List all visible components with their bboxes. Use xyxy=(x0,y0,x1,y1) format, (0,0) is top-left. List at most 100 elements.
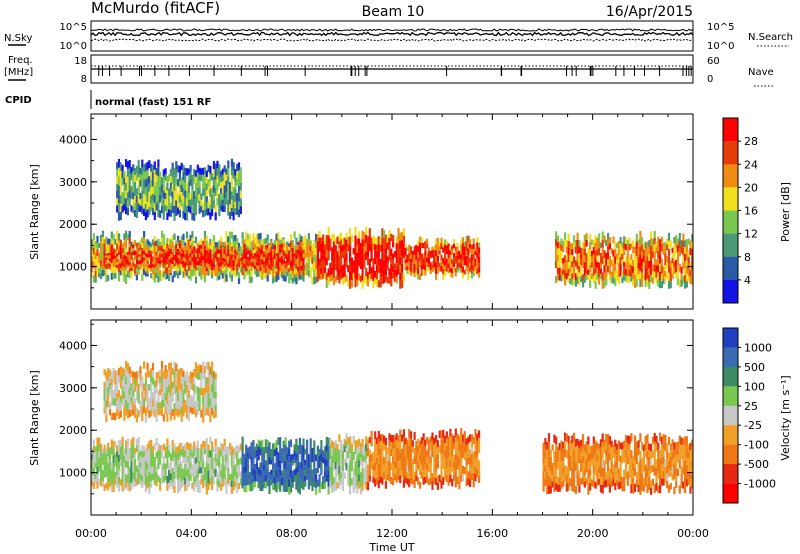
heatmap-cell xyxy=(666,466,669,474)
heatmap-cell xyxy=(184,245,187,250)
heatmap-cell xyxy=(273,249,276,255)
heatmap-cell xyxy=(284,437,287,445)
heatmap-cell xyxy=(399,248,402,257)
heatmap-cell xyxy=(667,232,671,241)
heatmap-cell xyxy=(429,266,432,271)
heatmap-cell xyxy=(435,274,438,280)
heatmap-cell xyxy=(293,274,296,282)
heatmap-cell xyxy=(100,266,103,273)
heatmap-cell xyxy=(669,469,672,477)
heatmap-cell xyxy=(266,248,269,253)
heatmap-cell xyxy=(435,470,438,479)
heatmap-cell xyxy=(229,262,232,265)
heatmap-cell xyxy=(581,477,585,485)
heatmap-cell xyxy=(621,456,624,464)
heatmap-cell xyxy=(365,466,368,475)
heatmap-cell xyxy=(624,435,628,443)
heatmap-cell xyxy=(160,184,164,192)
heatmap-cell xyxy=(286,241,289,247)
heatmap-cell xyxy=(153,241,156,247)
heatmap-cell xyxy=(134,181,137,189)
heatmap-cell xyxy=(286,453,289,460)
heatmap-cell xyxy=(325,280,328,288)
heatmap-cell xyxy=(675,247,678,254)
heatmap-cell xyxy=(589,460,592,469)
heatmap-cell xyxy=(230,259,233,264)
heatmap-cell xyxy=(452,239,456,244)
heatmap-cell xyxy=(408,437,411,446)
heatmap-cell xyxy=(266,257,269,262)
heatmap-cell xyxy=(289,251,293,255)
heatmap-cell xyxy=(456,242,459,247)
heatmap-cell xyxy=(203,467,207,474)
heatmap-cell xyxy=(404,444,407,451)
heatmap-cell xyxy=(558,248,561,255)
heatmap-cell xyxy=(449,459,452,467)
heatmap-cell xyxy=(166,453,169,461)
heatmap-cell xyxy=(630,475,633,485)
heatmap-cell xyxy=(214,461,217,470)
heatmap-cell xyxy=(191,446,194,453)
heatmap-cell xyxy=(361,453,364,462)
heatmap-cell xyxy=(302,475,305,483)
heatmap-cell xyxy=(691,481,693,489)
heatmap-cell xyxy=(110,263,113,267)
heatmap-cell xyxy=(284,263,287,266)
heatmap-cell xyxy=(304,235,307,242)
heatmap-cell xyxy=(571,475,574,483)
heatmap-cell xyxy=(361,247,364,256)
heatmap-cell xyxy=(184,272,187,279)
heatmap-cell xyxy=(436,255,439,262)
heatmap-cell xyxy=(191,245,194,250)
heatmap-cell xyxy=(117,469,121,477)
heatmap-cell xyxy=(173,248,176,252)
heatmap-cell xyxy=(157,456,160,463)
heatmap-cell xyxy=(659,484,662,494)
scan-traces xyxy=(90,28,694,42)
heatmap-cell xyxy=(239,251,242,257)
heatmap-cell xyxy=(560,447,563,455)
heatmap-cell xyxy=(465,438,468,446)
heatmap-cell xyxy=(148,463,151,472)
heatmap-cell xyxy=(157,475,160,483)
heatmap-cell xyxy=(250,477,253,485)
heatmap-cell xyxy=(565,433,568,442)
heatmap-cell xyxy=(193,176,196,184)
heatmap-cell xyxy=(331,448,334,456)
heatmap-cell xyxy=(334,263,337,270)
heatmap-cell xyxy=(363,467,366,474)
heatmap-cell xyxy=(237,261,241,265)
heatmap-cell xyxy=(329,263,332,270)
heatmap-cell xyxy=(202,181,205,189)
heatmap-cell xyxy=(581,261,585,268)
heatmap-cell xyxy=(447,457,450,465)
heatmap-cell xyxy=(223,263,226,270)
heatmap-cell xyxy=(198,467,201,474)
heatmap-cell xyxy=(273,449,276,457)
heatmap-cell xyxy=(478,437,481,446)
heatmap-cell xyxy=(239,206,242,214)
heatmap-cell xyxy=(623,484,626,492)
heatmap-cell xyxy=(655,259,658,266)
heatmap-cell xyxy=(304,481,307,487)
heatmap-cell xyxy=(659,239,662,248)
heatmap-cell xyxy=(598,240,601,248)
heatmap-cell xyxy=(372,273,375,281)
heatmap-cell xyxy=(605,252,608,260)
heatmap-cell xyxy=(241,458,244,467)
heatmap-cell xyxy=(687,269,690,276)
heatmap-cell xyxy=(409,271,413,276)
heatmap-cell xyxy=(653,230,656,238)
heatmap-cell xyxy=(220,176,223,183)
heatmap-cell xyxy=(388,460,391,468)
heatmap-cell xyxy=(583,456,586,463)
heatmap-cell xyxy=(660,273,663,281)
heatmap-cell xyxy=(662,434,665,442)
heatmap-cell xyxy=(168,469,171,477)
heatmap-cell xyxy=(644,248,647,255)
heatmap-cell xyxy=(275,268,278,272)
heatmap-cell xyxy=(146,201,149,210)
heatmap-cell xyxy=(227,207,230,216)
heatmap-cell xyxy=(191,174,194,183)
